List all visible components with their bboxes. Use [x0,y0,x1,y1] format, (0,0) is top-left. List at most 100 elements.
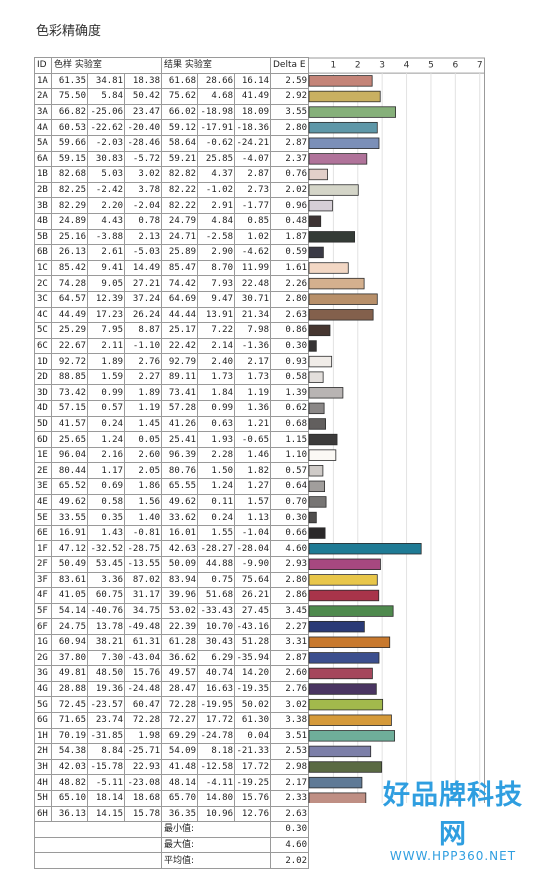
watermark-brand: 好品牌科技网 [383,780,523,850]
delta-e-cell: 1.87 [270,228,309,246]
sample-lab-cell: 3.78 [124,181,162,199]
delta-e-bar [308,199,333,212]
sample-lab-cell: -5.03 [124,244,162,261]
chart-frame [308,57,485,803]
sample-lab-cell: 1.45 [124,415,162,433]
result-lab-cell: -4.11 [197,774,235,791]
sample-lab-cell: 1.86 [124,478,162,495]
sample-lab-cell: 28.88 [51,680,88,698]
sample-lab-cell: 41.05 [51,587,88,604]
sample-lab-cell: 5.03 [87,166,125,183]
patch-id-cell: 1A [34,72,52,90]
table-row: 5G 72.45 -23.57 60.47 72.28 -19.95 50.02 3.02 [34,696,309,713]
sample-lab-cell: 57.15 [51,400,88,417]
sample-lab-cell: -0.81 [124,524,162,542]
tick-label: 3 [379,61,385,71]
table-row: 5H 65.10 18.14 18.68 65.70 14.80 15.76 2.33 [34,789,309,807]
delta-e-cell: 1.61 [270,259,309,277]
sample-lab-cell: 75.50 [51,88,88,105]
tick-label: 5 [428,61,434,71]
sample-lab-cell: -43.04 [124,649,162,667]
sample-lab-cell: 15.76 [124,665,162,682]
table-row: 2E 80.44 1.17 2.05 80.76 1.50 1.82 0.57 [34,462,309,480]
result-lab-cell: 2.40 [197,353,235,370]
sample-lab-cell: 2.76 [124,353,162,370]
table-row: 6C 22.67 2.11 -1.10 22.42 2.14 -1.36 0.30 [34,337,309,355]
result-lab-cell: 1.27 [234,478,271,495]
delta-e-bar [308,792,367,803]
delta-e-cell: 0.68 [270,415,309,433]
summary-blank [34,836,162,854]
table-row: 5E 33.55 0.35 1.40 33.62 0.24 1.13 0.30 [34,509,309,526]
summary-label: 最小值: [161,821,271,838]
delta-e-cell: 0.58 [270,368,309,386]
delta-e-cell: 3.38 [270,711,309,729]
patch-id-cell: 3H [34,758,52,776]
sample-lab-cell: 1.19 [124,400,162,417]
result-lab-cell: 0.85 [234,212,271,230]
summary-value: 4.60 [270,836,309,854]
color-accuracy-table: ID 色样 实验室 结果 实验室 Delta E 1A 61.35 34.81 18.… [34,57,309,869]
table-row: 5F 54.14 -40.76 34.75 53.02 -33.43 27.45 3.45 [34,602,309,620]
sample-lab-cell: 3.36 [87,571,125,589]
table-row: 3G 49.81 48.50 15.76 49.57 40.74 14.20 2.60 [34,665,309,682]
table-row: 2G 37.80 7.30 -43.04 36.62 6.29 -35.94 2.87 [34,649,309,667]
sample-lab-cell: 96.04 [51,446,88,464]
summary-row: 最大值: 4.60 [34,836,309,854]
table-row: 4B 24.89 4.43 0.78 24.79 4.84 0.85 0.48 [34,212,309,230]
sample-lab-cell: 59.66 [51,134,88,152]
sample-lab-cell: 87.02 [124,571,162,589]
sample-lab-cell: -1.10 [124,337,162,355]
patch-id-cell: 6F [34,618,52,635]
sample-lab-cell: 60.94 [51,633,88,651]
result-lab-cell: 16.14 [234,72,271,90]
result-lab-cell: 1.73 [197,368,235,386]
sample-lab-cell: 0.05 [124,431,162,448]
delta-e-bar [308,418,326,430]
result-lab-cell: 1.93 [197,431,235,448]
sample-lab-cell: 37.24 [124,290,162,308]
sample-lab-cell: 0.78 [124,212,162,230]
patch-id-cell: 2D [34,368,52,386]
result-lab-cell: 69.29 [161,727,198,745]
result-lab-cell: 48.14 [161,774,198,791]
result-lab-cell: -24.21 [234,134,271,152]
result-lab-cell: 7.98 [234,322,271,339]
patch-id-cell: 3D [34,384,52,402]
result-lab-cell: 41.48 [161,758,198,776]
result-lab-cell: 64.69 [161,290,198,308]
result-lab-cell: 61.30 [234,711,271,729]
table-row: 3D 73.42 0.99 1.89 73.41 1.84 1.19 1.39 [34,384,309,402]
result-lab-cell: 1.21 [234,415,271,433]
table-row: 1F 47.12 -32.52 -28.75 42.63 -28.27 -28.04 4.60 [34,540,309,557]
delta-e-bar [308,683,377,695]
result-lab-cell: -28.27 [197,540,235,557]
result-lab-cell: 28.66 [197,72,235,90]
sample-lab-cell: 53.45 [87,556,125,573]
patch-id-cell: 2F [34,556,52,573]
delta-e-cell: 0.96 [270,197,309,214]
sample-lab-cell: -5.72 [124,150,162,168]
table-row: 3B 82.29 2.20 -2.04 82.22 2.91 -1.77 0.96 [34,197,309,214]
result-lab-cell: 2.14 [197,337,235,355]
result-lab-cell: 53.02 [161,602,198,620]
sample-lab-cell: 12.39 [87,290,125,308]
patch-id-cell: 6H [34,805,52,823]
sample-lab-cell: 92.72 [51,353,88,370]
id-header: ID [34,57,52,74]
delta-e-cell: 2.76 [270,680,309,698]
result-lab-cell: 14.20 [234,665,271,682]
delta-e-bar [308,776,363,789]
sample-lab-cell: 3.02 [124,166,162,183]
result-lab-cell: 54.09 [161,743,198,760]
sample-lab-cell: 38.21 [87,633,125,651]
result-lab-cell: 22.42 [161,337,198,355]
sample-lab-cell: 2.05 [124,462,162,480]
patch-id-cell: 5C [34,322,52,339]
watermark: 好品牌科技网 WWW.HPP360.NET [372,773,534,863]
summary-blank [34,821,162,838]
delta-e-bar [308,246,324,259]
delta-e-cell: 0.59 [270,244,309,261]
sample-lab-cell: 1.98 [124,727,162,745]
delta-e-cell: 2.92 [270,88,309,105]
